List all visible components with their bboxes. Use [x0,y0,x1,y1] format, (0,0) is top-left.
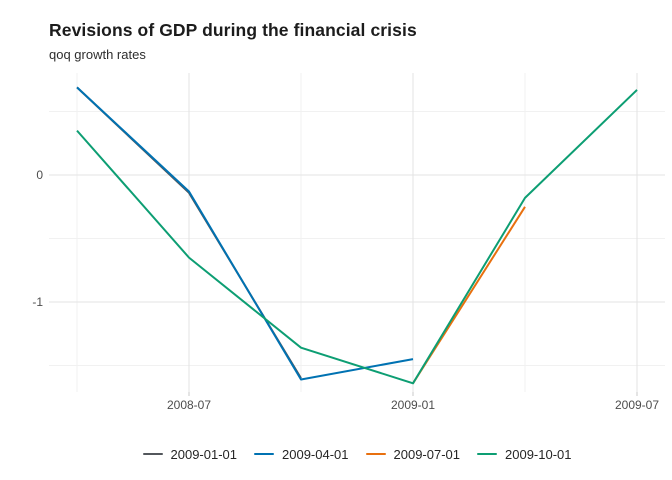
series-line-2009-04-01 [76,86,414,381]
y-tick-label: -1 [32,295,43,309]
chart-title: Revisions of GDP during the financial cr… [49,20,417,40]
x-tick-label: 2009-07 [615,398,659,412]
legend-label: 2009-10-01 [505,446,572,462]
legend-line-swatch [254,452,274,456]
legend-item-2009-07-01: 2009-07-01 [365,446,461,462]
legend-item-2009-04-01: 2009-04-01 [254,447,349,462]
series-line-2009-10-01 [76,89,638,385]
legend-line-swatch [142,452,163,456]
legend-line-swatch [477,452,497,456]
y-tick-label: 0 [36,168,43,182]
legend-label: 2009-07-01 [393,446,461,462]
x-tick-label: 2008-07 [167,398,211,412]
legend: 2009-01-01 2009-04-01 2009-07-01 2009-10-01 [49,444,665,464]
legend-line-swatch [365,452,386,456]
legend-label: 2009-04-01 [282,446,349,462]
plot-panel: 0 -1 2008-07 2009-01 2009-07 [32,73,665,412]
legend-label: 2009-01-01 [170,446,238,462]
legend-item-2009-10-01: 2009-10-01 [477,447,572,462]
chart-subtitle: qoq growth rates [49,47,146,62]
x-tick-label: 2009-01 [391,398,435,412]
legend-item-2009-01-01: 2009-01-01 [142,446,238,462]
